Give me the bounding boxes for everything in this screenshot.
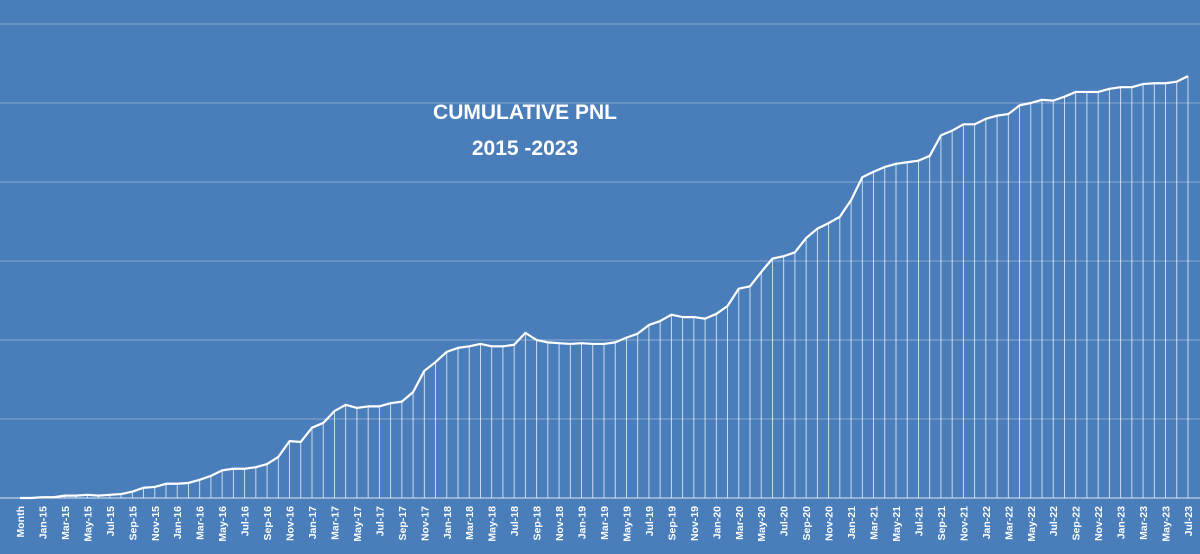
x-tick-label: Jan-22 (981, 506, 993, 539)
x-tick-label: May-17 (352, 506, 364, 542)
x-tick-label: Jan-23 (1116, 506, 1128, 539)
x-tick-label: Sep-22 (1071, 506, 1083, 541)
x-tick-label: Jul-15 (105, 506, 117, 537)
chart-subtitle: 2015 -2023 (472, 137, 578, 160)
data-line (20, 75, 1189, 500)
x-tick-label: Jul-19 (644, 506, 656, 537)
x-tick-label: Sep-21 (936, 506, 948, 541)
x-tick-label: Jul-17 (374, 506, 386, 537)
x-tick-label: Mar-22 (1003, 506, 1015, 540)
x-tick-label: Nov-22 (1093, 506, 1105, 541)
x-tick-label: Jan-21 (846, 506, 858, 539)
x-tick-label: Sep-18 (532, 506, 544, 541)
x-tick-label: Jul-22 (1048, 506, 1060, 537)
x-tick-label: May-22 (1026, 506, 1038, 542)
x-tick-label: Jul-18 (509, 506, 521, 537)
x-tick-label: Sep-20 (801, 506, 813, 541)
x-tick-label: Nov-19 (689, 506, 701, 541)
x-tick-label: Jan-19 (577, 506, 589, 539)
x-tick-label: Sep-19 (666, 506, 678, 541)
x-tick-label: Sep-16 (262, 506, 274, 541)
x-tick-label: Mar-15 (60, 506, 72, 540)
x-tick-label: May-18 (487, 506, 499, 542)
chart-title: CUMULATIVE PNL (433, 101, 617, 124)
x-tick-label: Nov-20 (824, 506, 836, 541)
x-tick-label: Mar-17 (329, 506, 341, 540)
x-tick-label: Nov-18 (554, 506, 566, 541)
x-tick-label: Nov-21 (958, 506, 970, 541)
x-tick-label: May-19 (621, 506, 633, 542)
x-tick-label: Jan-16 (172, 506, 184, 539)
x-tick-label: Jul-21 (913, 506, 925, 537)
x-tick-label: May-20 (756, 506, 768, 542)
x-tick-label: Jul-23 (1183, 506, 1195, 537)
x-tick-label: Jan-18 (442, 506, 454, 539)
x-tick-label: Sep-17 (397, 506, 409, 541)
x-tick-label: Nov-15 (150, 506, 162, 541)
x-tick-label: Mar-16 (195, 506, 207, 540)
x-tick-label: Jan-20 (711, 506, 723, 539)
x-tick-label: May-23 (1161, 506, 1173, 542)
x-tick-label: Mar-23 (1138, 506, 1150, 540)
x-tick-label: Mar-20 (734, 506, 746, 540)
x-tick-label: May-21 (891, 506, 903, 542)
x-tick-label: Nov-16 (285, 506, 297, 541)
x-tick-label: Mar-19 (599, 506, 611, 540)
x-tick-label: Jul-16 (240, 506, 252, 537)
x-tick-label: Mar-21 (869, 506, 881, 540)
x-tick-label: Nov-17 (419, 506, 431, 541)
x-tick-label: May-16 (217, 506, 229, 542)
x-tick-label: Jul-20 (779, 506, 791, 537)
x-tick-label: Sep-15 (127, 506, 139, 541)
x-tick-label: Jan-17 (307, 506, 319, 539)
x-tick-label: May-15 (82, 506, 94, 542)
x-tick-label: Month (15, 506, 27, 538)
x-tick-label: Jan-15 (37, 506, 49, 539)
x-tick-label: Mar-18 (464, 506, 476, 540)
